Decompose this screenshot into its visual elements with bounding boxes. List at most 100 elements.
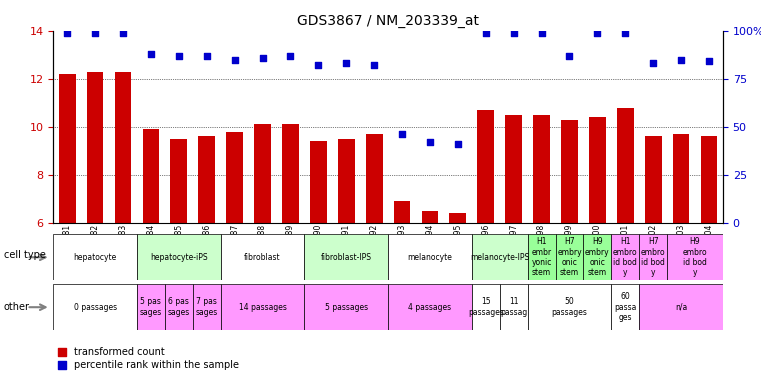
Point	[647, 60, 659, 66]
Bar	[450, 213, 466, 223]
Point	[368, 62, 380, 68]
Point	[619, 30, 632, 36]
Text: n/a: n/a	[675, 303, 687, 312]
Bar	[87, 71, 103, 223]
Point	[312, 62, 324, 68]
Text: other: other	[4, 302, 30, 312]
Bar	[477, 110, 494, 223]
Bar	[310, 141, 326, 223]
FancyBboxPatch shape	[584, 234, 611, 280]
Text: 4 passages: 4 passages	[409, 303, 451, 312]
Bar	[505, 115, 522, 223]
FancyBboxPatch shape	[611, 234, 639, 280]
Point	[452, 141, 464, 147]
Bar	[115, 71, 132, 223]
Text: 14 passages: 14 passages	[239, 303, 286, 312]
FancyBboxPatch shape	[193, 284, 221, 330]
Point	[228, 56, 240, 63]
Point	[479, 30, 492, 36]
FancyBboxPatch shape	[527, 284, 611, 330]
Text: H7
embro
id bod
y: H7 embro id bod y	[641, 237, 666, 277]
Bar	[226, 131, 243, 223]
Point	[117, 30, 129, 36]
Bar	[282, 124, 299, 223]
FancyBboxPatch shape	[304, 234, 388, 280]
FancyBboxPatch shape	[165, 284, 193, 330]
FancyBboxPatch shape	[137, 234, 221, 280]
Text: melanocyte-IPS: melanocyte-IPS	[470, 253, 530, 262]
Point	[61, 30, 73, 36]
Text: 60
passa
ges: 60 passa ges	[614, 292, 636, 322]
FancyBboxPatch shape	[221, 284, 304, 330]
FancyBboxPatch shape	[639, 284, 723, 330]
Text: H1
embr
yonic
stem: H1 embr yonic stem	[531, 237, 552, 277]
Bar	[142, 129, 159, 223]
Text: 0 passages: 0 passages	[74, 303, 116, 312]
Bar	[422, 211, 438, 223]
Point	[675, 56, 687, 63]
Point	[340, 60, 352, 66]
Text: hepatocyte-iPS: hepatocyte-iPS	[150, 253, 208, 262]
Text: 15
passages: 15 passages	[468, 298, 504, 317]
FancyBboxPatch shape	[137, 284, 165, 330]
Bar	[645, 136, 661, 223]
Point	[173, 53, 185, 59]
Bar	[617, 108, 634, 223]
Title: GDS3867 / NM_203339_at: GDS3867 / NM_203339_at	[297, 14, 479, 28]
Text: 6 pas
sages: 6 pas sages	[167, 298, 190, 317]
Text: 7 pas
sages: 7 pas sages	[196, 298, 218, 317]
Text: fibroblast-IPS: fibroblast-IPS	[320, 253, 372, 262]
FancyBboxPatch shape	[304, 284, 388, 330]
Point	[508, 30, 520, 36]
Bar	[170, 139, 187, 223]
Point	[256, 55, 269, 61]
Text: H1
embro
id bod
y: H1 embro id bod y	[613, 237, 638, 277]
Text: H9
embro
id bod
y: H9 embro id bod y	[683, 237, 708, 277]
Bar	[199, 136, 215, 223]
FancyBboxPatch shape	[53, 234, 137, 280]
FancyBboxPatch shape	[500, 284, 527, 330]
Text: 11
passag: 11 passag	[500, 298, 527, 317]
Bar	[561, 119, 578, 223]
FancyBboxPatch shape	[221, 234, 304, 280]
Bar	[701, 136, 718, 223]
FancyBboxPatch shape	[611, 284, 639, 330]
Text: 5 passages: 5 passages	[325, 303, 368, 312]
Legend: transformed count, percentile rank within the sample: transformed count, percentile rank withi…	[58, 347, 239, 369]
Point	[591, 30, 603, 36]
FancyBboxPatch shape	[556, 234, 584, 280]
Text: fibroblast: fibroblast	[244, 253, 281, 262]
FancyBboxPatch shape	[472, 284, 500, 330]
Text: H7
embry
onic
stem: H7 embry onic stem	[557, 237, 582, 277]
Bar	[338, 139, 355, 223]
Text: cell type: cell type	[4, 250, 46, 260]
Text: 50
passages: 50 passages	[552, 298, 587, 317]
FancyBboxPatch shape	[388, 234, 472, 280]
Point	[396, 131, 408, 137]
Point	[201, 53, 213, 59]
Bar	[673, 134, 689, 223]
FancyBboxPatch shape	[53, 284, 137, 330]
Point	[563, 53, 575, 59]
Point	[424, 139, 436, 145]
FancyBboxPatch shape	[527, 234, 556, 280]
FancyBboxPatch shape	[639, 234, 667, 280]
Point	[285, 53, 297, 59]
Point	[703, 58, 715, 65]
Text: H9
embry
onic
stem: H9 embry onic stem	[585, 237, 610, 277]
FancyBboxPatch shape	[472, 234, 527, 280]
Text: 5 pas
sages: 5 pas sages	[140, 298, 162, 317]
Text: hepatocyte: hepatocyte	[74, 253, 116, 262]
FancyBboxPatch shape	[667, 234, 723, 280]
Bar	[533, 115, 550, 223]
Bar	[393, 201, 410, 223]
Text: melanocyte: melanocyte	[408, 253, 452, 262]
Bar	[366, 134, 383, 223]
Bar	[254, 124, 271, 223]
Point	[145, 51, 157, 57]
Bar	[59, 74, 75, 223]
Bar	[589, 117, 606, 223]
Point	[536, 30, 548, 36]
Point	[89, 30, 101, 36]
FancyBboxPatch shape	[388, 284, 472, 330]
